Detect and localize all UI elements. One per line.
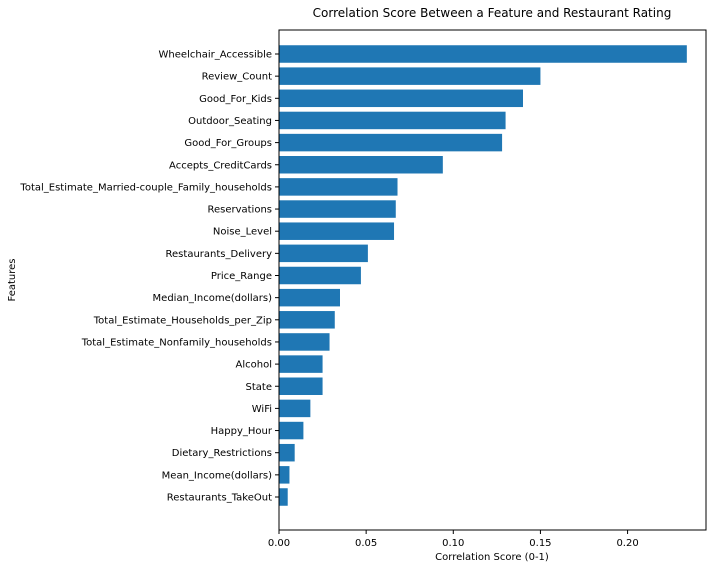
x-tick-label: 0.10 <box>442 538 464 549</box>
y-tick-label: Accepts_CreditCards <box>169 160 272 171</box>
bar-alcohol <box>279 355 323 373</box>
y-tick-label: Restaurants_Delivery <box>166 249 273 260</box>
y-tick-label: Wheelchair_Accessible <box>159 50 272 61</box>
bar-total-estimate-married-couple-family-households <box>279 178 398 196</box>
y-tick-label: Good_For_Groups <box>184 138 272 149</box>
y-axis-label: Features <box>7 259 18 302</box>
bar-good-for-groups <box>279 133 503 152</box>
bar-accepts-creditcards <box>279 156 443 174</box>
y-tick-labels: Wheelchair_Accessible Review_Count Good_Fo… <box>19 50 279 504</box>
bar-median-income-dollars- <box>279 288 340 307</box>
y-tick-label: Median_Income(dollars) <box>153 293 273 304</box>
bar-restaurants-takeout <box>279 488 288 506</box>
y-tick-label: Happy_Hour <box>211 426 273 437</box>
y-tick-label: Dietary_Restrictions <box>172 448 272 459</box>
y-tick-label: Reservations <box>207 205 272 216</box>
bar-mean-income-dollars- <box>279 466 290 484</box>
x-tick-label: 0.00 <box>268 538 290 549</box>
bar-wifi <box>279 399 311 418</box>
bar-restaurants-delivery <box>279 244 368 263</box>
x-axis-label: Correlation Score (0-1) <box>435 552 549 563</box>
x-ticks: 0.00 0.05 0.10 0.15 0.20 <box>268 530 639 549</box>
y-tick-label: Noise_Level <box>213 227 272 238</box>
y-tick-label: Alcohol <box>236 360 272 371</box>
x-tick-label: 0.05 <box>355 538 377 549</box>
plot-frame <box>278 29 707 531</box>
bar-price-range <box>279 266 361 285</box>
bar-review-count <box>279 67 541 85</box>
bar-noise-level <box>279 222 395 240</box>
y-tick-label: Outdoor_Seating <box>188 116 272 127</box>
bar-reservations <box>279 200 396 218</box>
bars-group <box>279 45 687 506</box>
bar-happy-hour <box>279 421 304 440</box>
bar-total-estimate-households-per-zip <box>279 311 335 329</box>
y-tick-label: State <box>246 382 272 393</box>
bar-good-for-kids <box>279 89 523 108</box>
y-tick-label: Restaurants_TakeOut <box>167 493 272 504</box>
bar-dietary-restrictions <box>279 443 295 462</box>
x-tick-label: 0.20 <box>616 538 638 549</box>
bar-total-estimate-nonfamily-households <box>279 333 330 351</box>
y-tick-label: Good_For_Kids <box>199 94 272 105</box>
y-tick-label: Total_Estimate_Married-couple_Family_hou… <box>19 182 272 193</box>
y-tick-label: WiFi <box>252 404 272 415</box>
y-tick-label: Mean_Income(dollars) <box>162 470 272 481</box>
y-tick-label: Total_Estimate_Nonfamily_households <box>81 337 272 348</box>
bar-wheelchair-accessible <box>279 45 687 63</box>
chart-title: Correlation Score Between a Feature and … <box>313 6 672 20</box>
bar-outdoor-seating <box>279 111 506 130</box>
x-tick-label: 0.15 <box>529 538 551 549</box>
y-tick-label: Total_Estimate_Households_per_Zip <box>93 315 272 326</box>
bar-state <box>279 377 323 395</box>
y-tick-label: Price_Range <box>211 271 272 282</box>
y-tick-label: Review_Count <box>202 72 272 83</box>
